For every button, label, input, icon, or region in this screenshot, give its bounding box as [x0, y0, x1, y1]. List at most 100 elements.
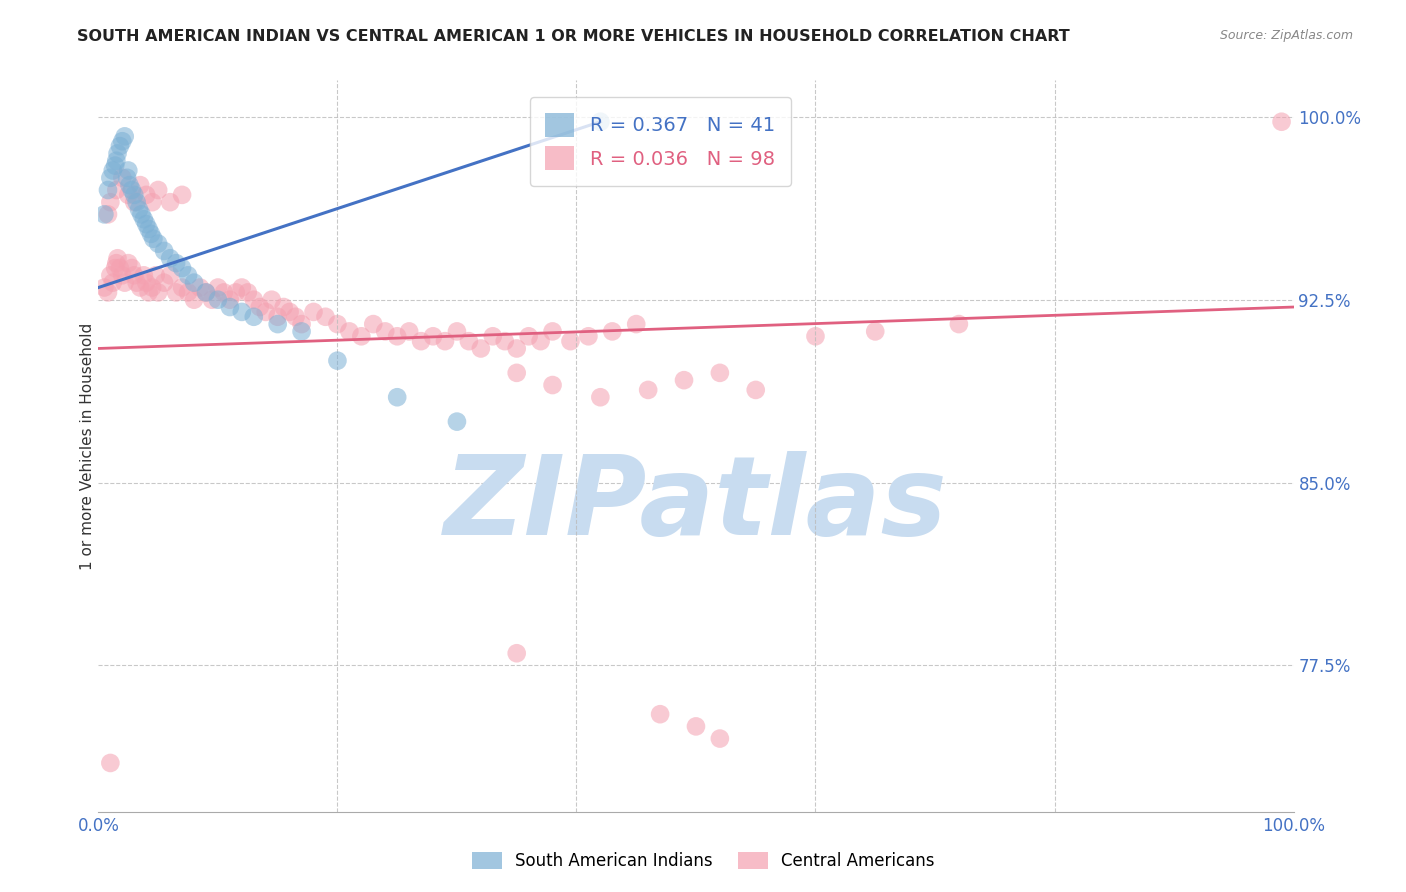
Point: [138, 285, 160, 300]
Point: [97, 285, 120, 300]
Point: [219, 300, 242, 314]
Point: [135, 187, 157, 202]
Point: [201, 293, 224, 307]
Point: [560, 334, 582, 348]
Point: [111, 268, 134, 283]
Point: [315, 310, 337, 324]
Point: [446, 415, 468, 429]
Point: [541, 325, 564, 339]
Point: [129, 280, 152, 294]
Point: [602, 325, 624, 339]
Point: [398, 325, 420, 339]
Point: [350, 329, 373, 343]
Point: [470, 342, 492, 356]
Point: [111, 134, 134, 148]
Point: [124, 268, 146, 283]
Point: [225, 285, 247, 300]
Point: [118, 178, 141, 193]
Point: [132, 212, 155, 227]
Y-axis label: 1 or more Vehicles in Household: 1 or more Vehicles in Household: [80, 322, 94, 570]
Point: [243, 310, 266, 324]
Point: [446, 325, 468, 339]
Text: SOUTH AMERICAN INDIAN VS CENTRAL AMERICAN 1 OR MORE VEHICLES IN HOUSEHOLD CORREL: SOUTH AMERICAN INDIAN VS CENTRAL AMERICA…: [77, 29, 1070, 44]
Point: [121, 183, 143, 197]
Point: [108, 260, 131, 275]
Point: [97, 207, 120, 221]
Point: [159, 252, 181, 266]
Point: [709, 731, 731, 746]
Point: [104, 159, 127, 173]
Point: [195, 285, 218, 300]
Point: [131, 207, 153, 221]
Point: [804, 329, 827, 343]
Point: [207, 293, 229, 307]
Point: [709, 366, 731, 380]
Point: [291, 325, 314, 339]
Point: [648, 707, 672, 722]
Point: [98, 756, 122, 770]
Point: [117, 163, 139, 178]
Point: [385, 329, 409, 343]
Point: [589, 114, 612, 128]
Point: [142, 232, 165, 246]
Point: [1271, 114, 1294, 128]
Point: [236, 285, 259, 300]
Point: [121, 260, 143, 275]
Point: [125, 195, 148, 210]
Point: [517, 329, 540, 343]
Point: [98, 170, 122, 185]
Point: [138, 222, 160, 236]
Point: [111, 170, 134, 185]
Point: [260, 293, 283, 307]
Point: [93, 207, 115, 221]
Point: [101, 163, 124, 178]
Point: [148, 183, 170, 197]
Point: [135, 276, 157, 290]
Point: [506, 342, 529, 356]
Point: [128, 202, 150, 217]
Point: [541, 378, 564, 392]
Legend: South American Indians, Central Americans: South American Indians, Central American…: [465, 845, 941, 877]
Point: [132, 268, 155, 283]
Point: [148, 285, 170, 300]
Point: [104, 260, 127, 275]
Point: [637, 383, 659, 397]
Point: [302, 305, 325, 319]
Point: [108, 139, 131, 153]
Point: [145, 268, 167, 283]
Point: [578, 329, 600, 343]
Point: [183, 293, 205, 307]
Point: [124, 195, 146, 210]
Point: [107, 252, 129, 266]
Point: [177, 285, 200, 300]
Point: [273, 300, 295, 314]
Point: [98, 195, 122, 210]
Point: [135, 217, 157, 231]
Point: [363, 317, 385, 331]
Point: [172, 187, 194, 202]
Point: [165, 256, 187, 270]
Point: [115, 170, 138, 185]
Point: [267, 310, 290, 324]
Point: [291, 317, 314, 331]
Point: [673, 373, 696, 387]
Point: [195, 285, 218, 300]
Point: [249, 300, 271, 314]
Point: [481, 329, 505, 343]
Point: [105, 183, 128, 197]
Point: [114, 276, 136, 290]
Point: [231, 280, 253, 294]
Point: [141, 280, 163, 294]
Point: [278, 305, 301, 319]
Point: [101, 276, 124, 290]
Point: [183, 276, 205, 290]
Point: [865, 325, 887, 339]
Text: Source: ZipAtlas.com: Source: ZipAtlas.com: [1219, 29, 1353, 42]
Point: [506, 366, 529, 380]
Point: [117, 187, 139, 202]
Point: [626, 317, 648, 331]
Point: [207, 280, 229, 294]
Point: [153, 244, 176, 258]
Point: [114, 129, 136, 144]
Point: [139, 227, 162, 241]
